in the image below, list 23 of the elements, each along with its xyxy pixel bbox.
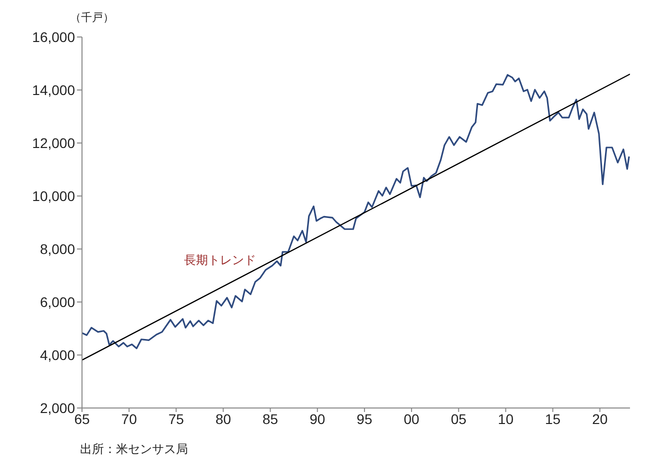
x-tick-label: 00 xyxy=(404,410,420,427)
x-tick-label: 10 xyxy=(498,410,514,427)
annotation: 長期トレンド xyxy=(184,252,256,269)
y-tick-label: 4,000 xyxy=(40,346,76,363)
x-tick-label: 80 xyxy=(215,410,232,427)
y-tick-label: 16,000 xyxy=(32,28,76,45)
x-tick-label: 85 xyxy=(262,410,278,427)
y-tick-label: 10,000 xyxy=(32,188,76,204)
x-tick-label: 05 xyxy=(450,410,467,427)
x-tick-label: 75 xyxy=(168,410,184,427)
y-tick-label: 6,000 xyxy=(40,294,76,310)
x-tick-label: 95 xyxy=(356,410,372,427)
y-tick-label: 12,000 xyxy=(32,134,76,151)
x-tick-label: 15 xyxy=(545,410,561,427)
x-tick-label: 20 xyxy=(592,410,608,427)
y-tick-label: 2,000 xyxy=(40,400,76,416)
text: 出所：米センサス局 xyxy=(80,441,188,458)
x-tick-label: 70 xyxy=(121,410,138,427)
x-tick-label: 90 xyxy=(310,410,326,427)
y-axis-title: （千戸） xyxy=(70,11,114,25)
y-tick-label: 14,000 xyxy=(32,82,76,98)
y-tick-label: 8,000 xyxy=(40,240,76,257)
x-tick-label: 65 xyxy=(74,410,90,427)
